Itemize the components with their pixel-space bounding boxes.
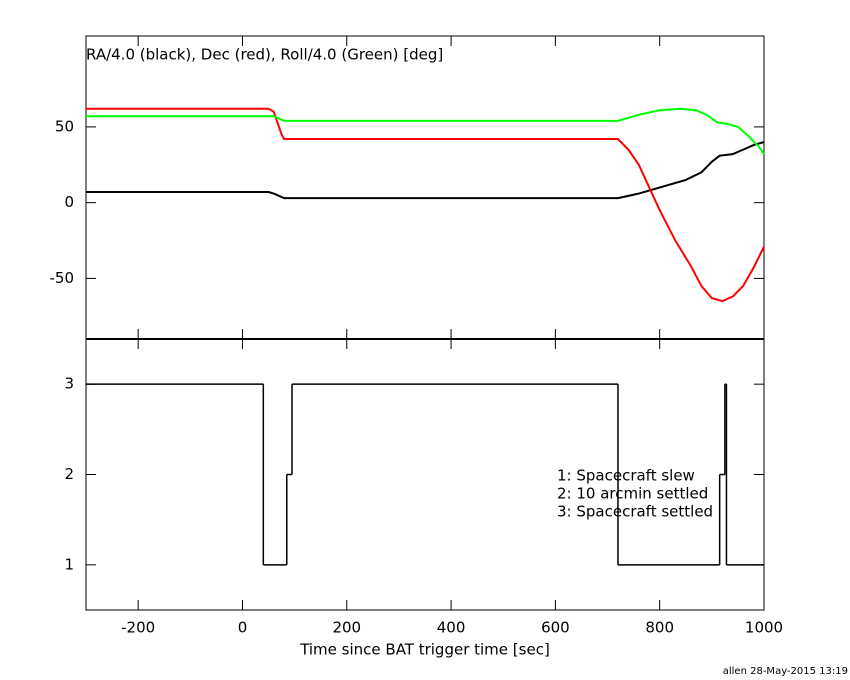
y-tick-label: 0	[64, 193, 74, 211]
chart-title: RA/4.0 (black), Dec (red), Roll/4.0 (Gre…	[86, 46, 443, 64]
annotation: 3: Spacecraft settled	[557, 503, 713, 521]
y-tick-label: 50	[55, 117, 74, 135]
x-tick-label: 0	[238, 619, 248, 637]
x-tick-label: -200	[121, 619, 155, 637]
x-axis-label: Time since BAT trigger time [sec]	[299, 641, 550, 659]
y-tick-label: 2	[64, 465, 74, 483]
y-tick-label: 3	[64, 375, 74, 393]
footer: allen 28-May-2015 13:19	[723, 666, 848, 677]
data-line	[86, 107, 765, 155]
x-tick-label: 1000	[745, 619, 783, 637]
x-tick-label: 600	[541, 619, 570, 637]
data-line	[86, 107, 765, 303]
x-tick-label: 200	[332, 619, 361, 637]
data-line	[86, 141, 765, 200]
x-tick-label: 800	[645, 619, 674, 637]
y-tick-label: -50	[50, 269, 75, 287]
annotation: 1: Spacecraft slew	[557, 467, 695, 485]
y-tick-label: 1	[64, 555, 74, 573]
annotation: 2: 10 arcmin settled	[557, 485, 708, 503]
x-tick-label: 400	[437, 619, 466, 637]
